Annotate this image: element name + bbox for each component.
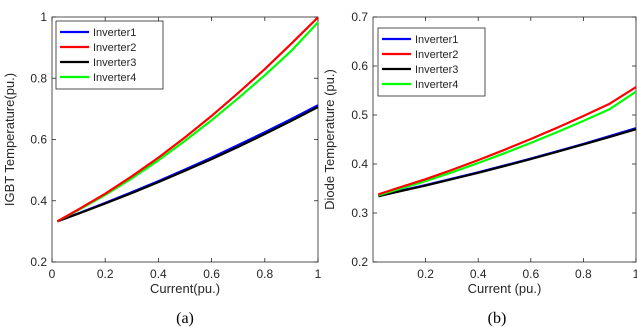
x-tick-label: 0.2 [97,267,114,281]
y-axis-label: Diode Temperature (pu.) [322,69,337,210]
y-tick-label: 0.2 [30,255,47,269]
series-line-inverter2 [56,16,319,223]
series-line-inverter3 [56,106,319,223]
x-tick-label: 0.4 [470,267,487,281]
x-tick-label: 0.8 [575,267,592,281]
legend-label-inverter2: Inverter2 [93,42,136,54]
chart-panel-1: 0 0.2 0.4 0.6 0.8 10.20.40.60.81Current(pu.)I… [2,10,322,327]
legend: Inverter1 Inverter2 Inverter3 Inverter4 [377,27,486,97]
x-axis-label: Current(pu.) [150,281,220,296]
legend-label-inverter3: Inverter3 [93,57,136,69]
y-tick-label: 0.4 [30,194,47,208]
legend-label-inverter2: Inverter2 [415,49,458,61]
x-tick-label: 0 [49,267,56,281]
legend-label-inverter1: Inverter1 [415,34,458,46]
legend: Inverter1 Inverter2 Inverter3 Inverter4 [55,20,164,90]
y-tick-label: 0.5 [351,108,368,122]
legend-label-inverter3: Inverter3 [415,64,458,76]
x-tick-label: 1 [315,267,322,281]
y-tick-label: 0.3 [351,206,368,220]
x-tick-label: 0.2 [417,267,434,281]
x-tick-label: 1 [633,267,637,281]
y-tick-label: 0.4 [351,157,368,171]
y-tick-label: 0.6 [351,59,368,73]
series-line-inverter4 [377,90,637,197]
x-tick-label: 0.8 [256,267,273,281]
y-axis-label: IGBT Temperature(pu.) [2,73,17,206]
x-tick-label: 0.4 [150,267,167,281]
legend-label-inverter4: Inverter4 [93,72,136,84]
series-line-inverter3 [378,128,637,198]
legend-label-inverter1: Inverter1 [93,27,136,39]
chart-panel-2: 0.2 0.4 0.6 0.8 1 0.2 0.3 0.4 0.5 0.6 0.7 Current (… [322,10,637,327]
panel-caption: (a) [176,310,194,327]
panel-caption: (b) [488,310,507,327]
y-tick-label: 0.6 [30,133,47,147]
series-line-inverter2 [377,86,637,196]
x-tick-label: 0.6 [522,267,539,281]
legend-label-inverter4: Inverter4 [415,79,458,91]
y-tick-label: 1 [40,10,47,24]
y-tick-label: 0.7 [351,10,368,24]
y-tick-label: 0.8 [30,71,47,85]
x-axis-label: Current (pu.) [468,281,542,296]
x-tick-label: 0.6 [203,267,220,281]
y-tick-label: 0.2 [351,255,368,269]
